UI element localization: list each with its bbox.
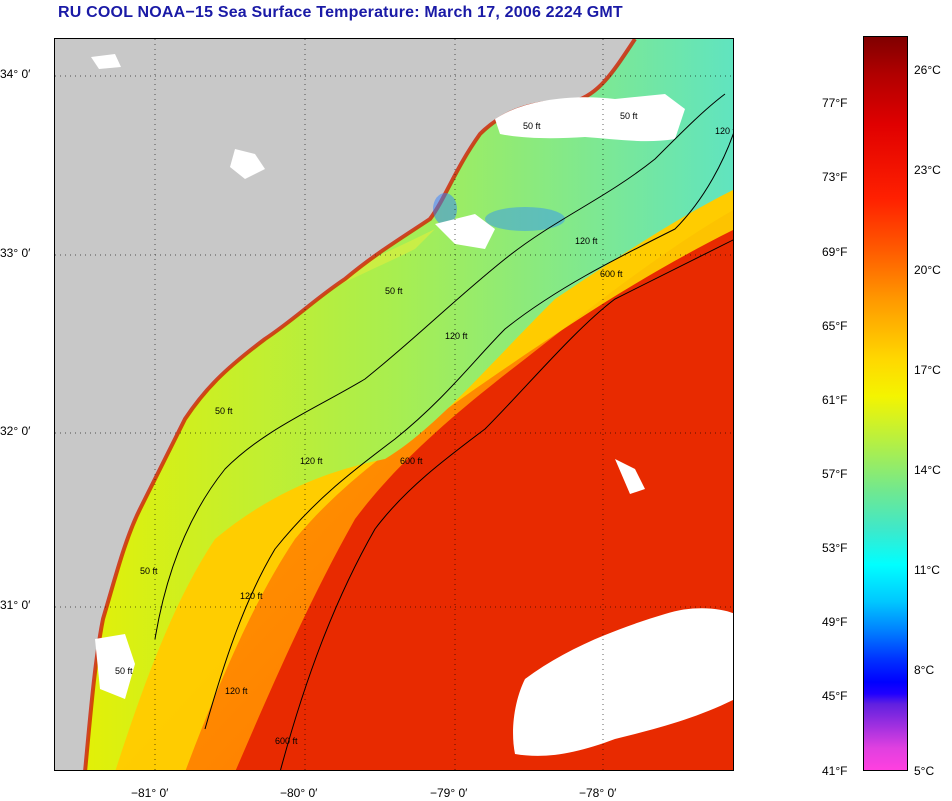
- colorbar-celsius-label: 8°C: [914, 663, 935, 677]
- land-coastline: [55, 39, 635, 770]
- colorbar-celsius-label: 5°C: [914, 764, 935, 778]
- sst-map[interactable]: 50 ft 50 ft 50 ft 50 ft 50 ft 50 ft 120 …: [54, 38, 734, 771]
- contour-label: 50 ft: [620, 111, 638, 121]
- longitude-label: −78° 0′: [579, 786, 617, 800]
- colorbar-celsius-label: 14°C: [914, 463, 941, 477]
- colorbar-celsius-label: 17°C: [914, 363, 941, 377]
- contour-labels: 50 ft 50 ft 50 ft 50 ft 50 ft 50 ft 120 …: [115, 111, 734, 746]
- colorbar-fahrenheit-label: 61°F: [822, 393, 848, 407]
- cloud-cover: [513, 608, 733, 756]
- contour-label: 50 ft: [523, 121, 541, 131]
- colorbar-fahrenheit-label: 65°F: [822, 319, 848, 333]
- colorbar-fahrenheit-label: 73°F: [822, 170, 848, 184]
- colorbar-fahrenheit-label: 45°F: [822, 689, 848, 703]
- colorbar-celsius-label: 23°C: [914, 163, 941, 177]
- contour-label: 120 ft: [575, 236, 598, 246]
- colorbar-fahrenheit-label: 69°F: [822, 245, 848, 259]
- latitude-label: 32° 0′: [0, 424, 31, 438]
- latitude-label: 31° 0′: [0, 598, 31, 612]
- latitude-label: 33° 0′: [0, 246, 31, 260]
- latitude-label: 34° 0′: [0, 67, 31, 81]
- contour-label: 50 ft: [385, 286, 403, 296]
- colorbar-fahrenheit-label: 41°F: [822, 764, 848, 778]
- cold-patch: [433, 193, 457, 225]
- contour-label: 600 ft: [600, 269, 623, 279]
- graticule: [55, 39, 733, 770]
- contour-label: 120 ft: [715, 126, 734, 136]
- contour-label: 120 ft: [445, 331, 468, 341]
- contour-label: 120 ft: [225, 686, 248, 696]
- contour-label: 600 ft: [275, 736, 298, 746]
- temperature-colorbar: [863, 36, 908, 771]
- cloud-cover: [495, 94, 685, 142]
- colorbar-celsius-label: 20°C: [914, 263, 941, 277]
- map-title: RU COOL NOAA−15 Sea Surface Temperature:…: [58, 4, 623, 21]
- contour-label: 120 ft: [300, 456, 323, 466]
- contour-label: 600 ft: [400, 456, 423, 466]
- colorbar-fahrenheit-label: 57°F: [822, 467, 848, 481]
- colorbar-celsius-label: 26°C: [914, 63, 941, 77]
- cloud-cover: [95, 634, 135, 699]
- contour-label: 50 ft: [140, 566, 158, 576]
- contour-600ft: [280, 239, 733, 770]
- colorbar-fahrenheit-label: 77°F: [822, 96, 848, 110]
- contour-120ft: [204, 133, 733, 730]
- contour-label: 120 ft: [240, 591, 263, 601]
- contour-label: 50 ft: [115, 666, 133, 676]
- longitude-label: −80° 0′: [280, 786, 318, 800]
- cloud-cover: [230, 149, 265, 179]
- longitude-label: −81° 0′: [131, 786, 169, 800]
- longitude-label: −79° 0′: [430, 786, 468, 800]
- cloud-cover: [435, 214, 495, 249]
- colorbar-fahrenheit-label: 49°F: [822, 615, 848, 629]
- sst-map-canvas: 50 ft 50 ft 50 ft 50 ft 50 ft 50 ft 120 …: [55, 39, 734, 770]
- cold-patch: [485, 207, 565, 231]
- contour-50ft: [154, 93, 726, 640]
- cloud-cover: [615, 459, 645, 494]
- cloud-cover: [91, 54, 121, 69]
- colorbar-celsius-label: 11°C: [914, 563, 940, 577]
- colorbar-fahrenheit-label: 53°F: [822, 541, 848, 555]
- contour-label: 50 ft: [215, 406, 233, 416]
